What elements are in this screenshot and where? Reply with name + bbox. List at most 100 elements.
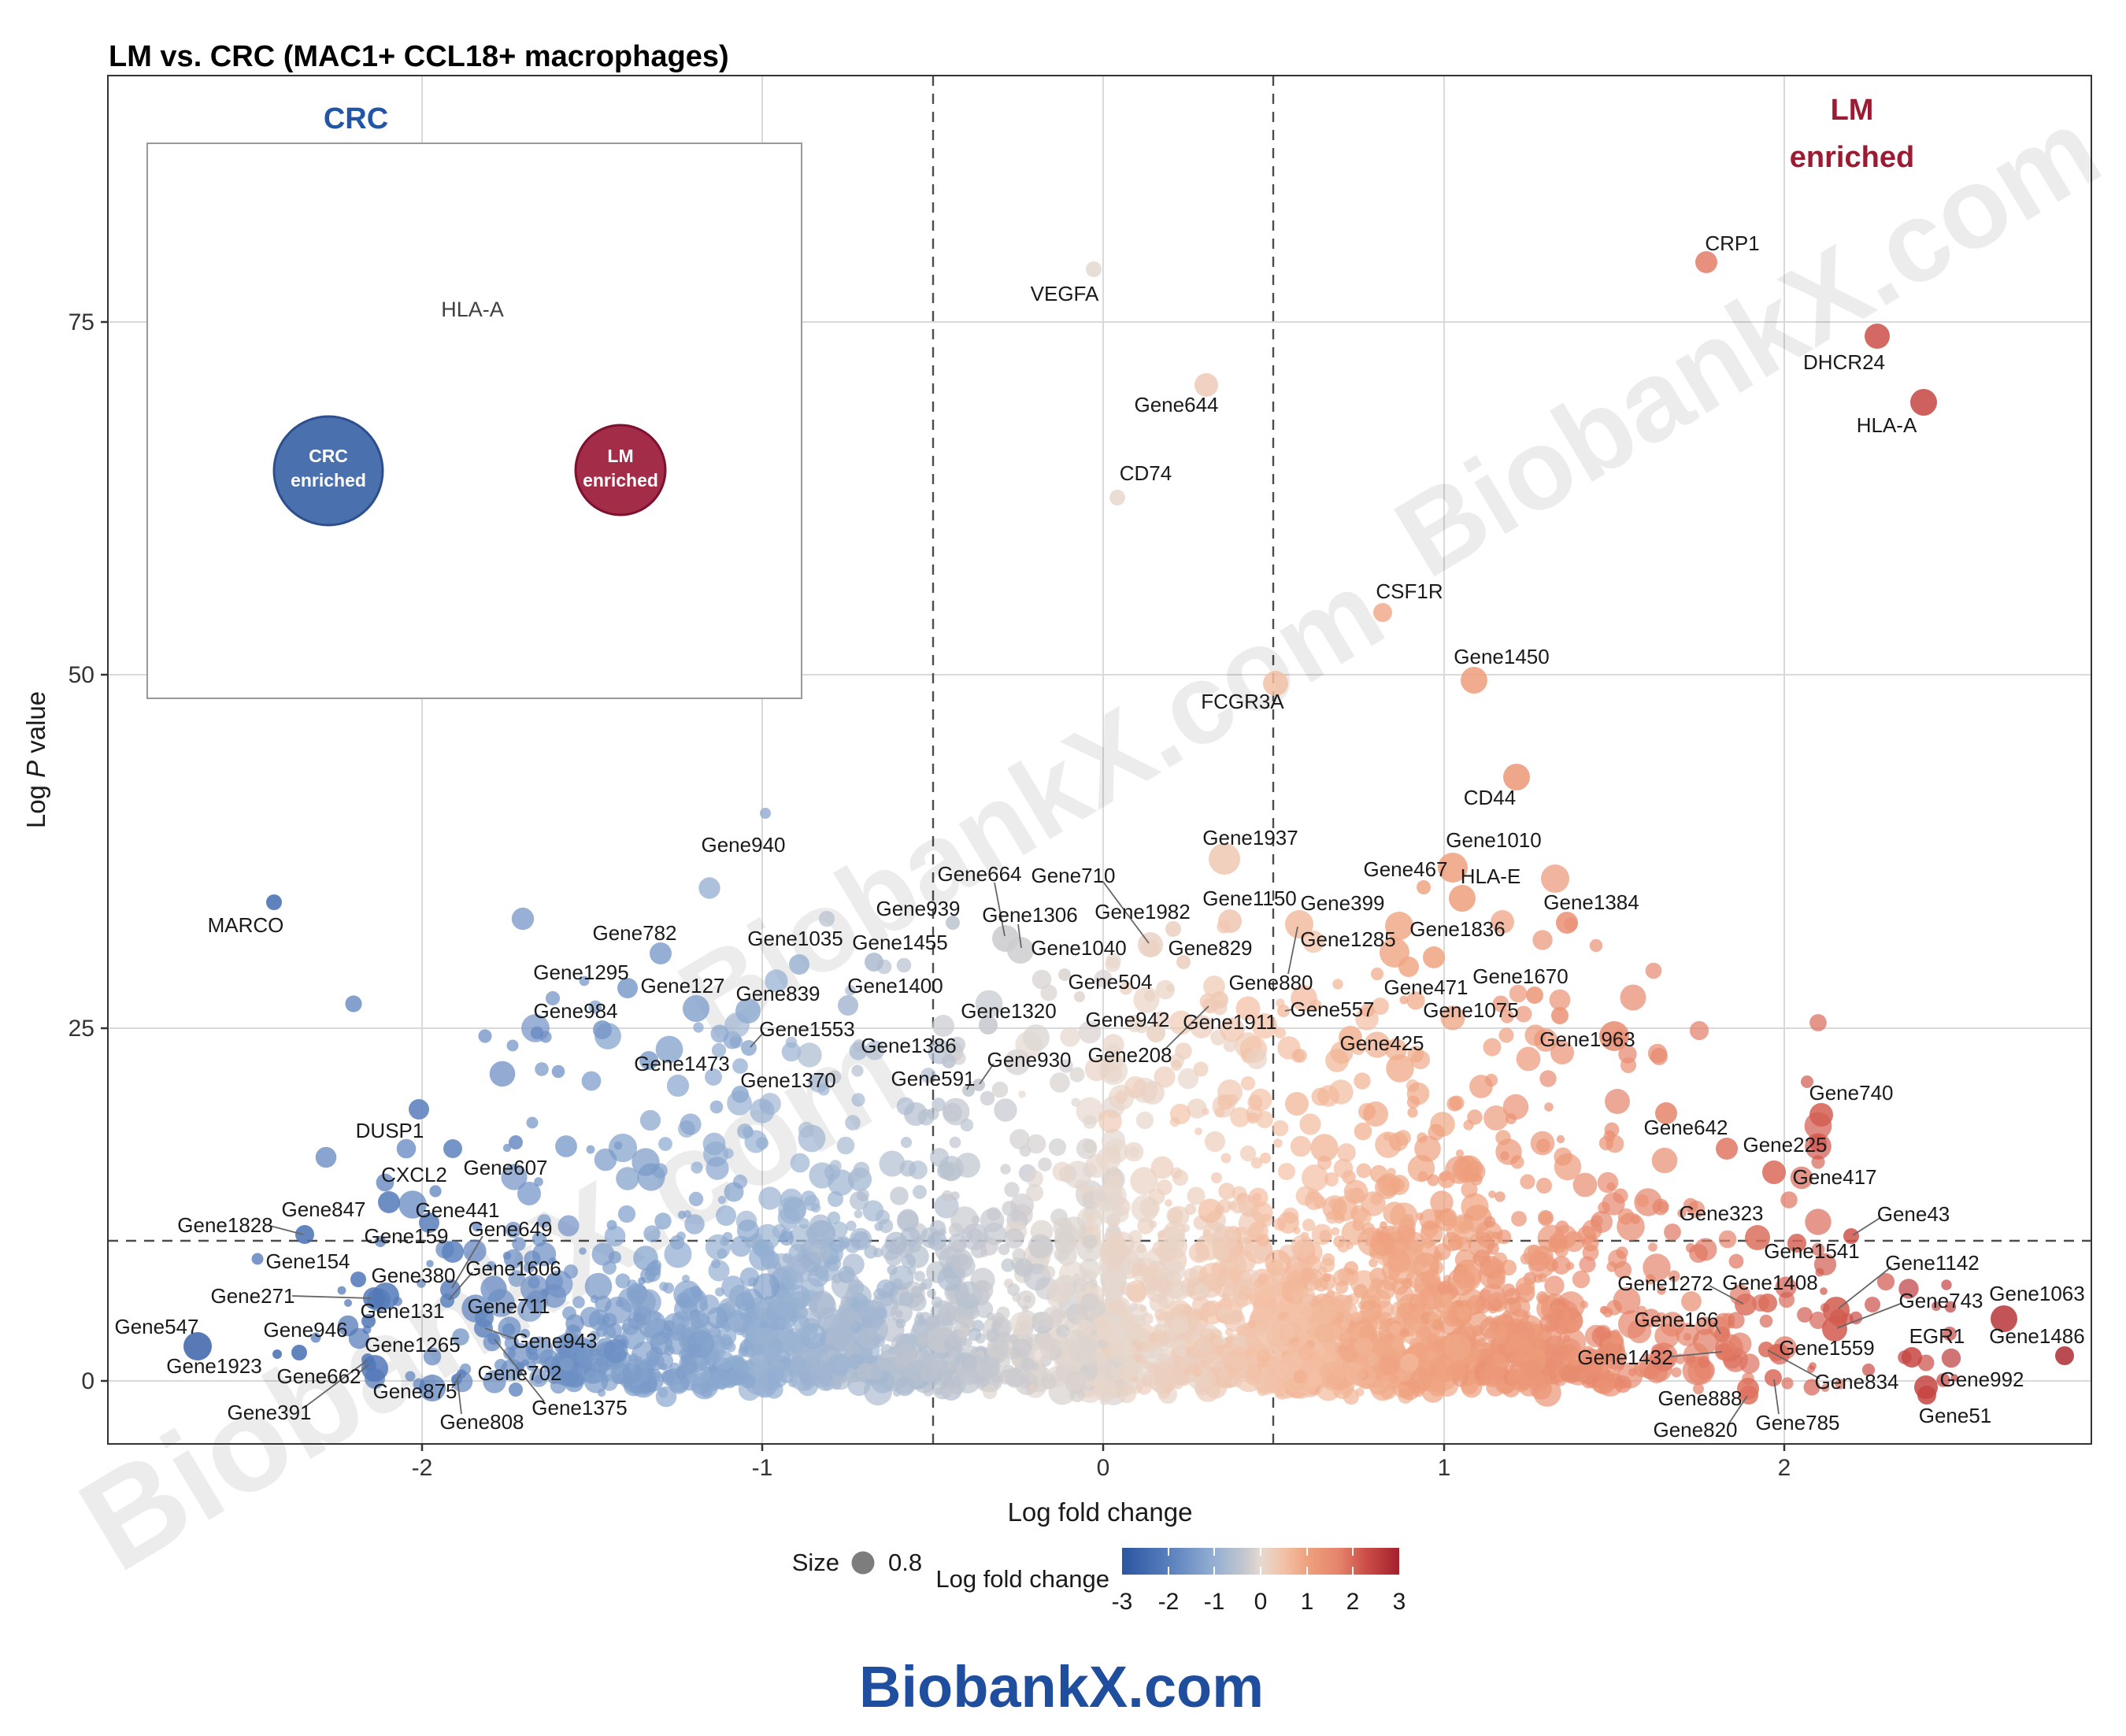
svg-text:0: 0 [81,1368,94,1394]
svg-text:LM vs. CRC (MAC1+ CCL18+ macro: LM vs. CRC (MAC1+ CCL18+ macrophages) [109,40,729,73]
svg-text:Gene642: Gene642 [1644,1116,1728,1139]
svg-text:Gene785: Gene785 [1756,1411,1840,1434]
svg-text:Gene1937: Gene1937 [1202,826,1298,849]
svg-text:Size: Size [792,1549,839,1576]
svg-text:Gene1455: Gene1455 [852,931,947,954]
svg-text:Gene942: Gene942 [1086,1008,1170,1031]
svg-text:EGR1: EGR1 [1909,1324,1965,1348]
svg-text:LM: LM [1831,94,1874,127]
svg-text:Gene504: Gene504 [1069,970,1153,994]
svg-text:-1: -1 [752,1455,773,1481]
svg-text:Gene711: Gene711 [467,1294,550,1318]
svg-text:Gene159: Gene159 [365,1224,449,1248]
svg-text:Log fold change: Log fold change [1008,1497,1193,1527]
svg-text:enriched: enriched [583,470,658,490]
svg-text:Gene820: Gene820 [1654,1418,1738,1442]
svg-text:Gene225: Gene225 [1743,1133,1828,1157]
svg-text:Gene607: Gene607 [464,1156,548,1179]
svg-text:Gene1450: Gene1450 [1454,645,1549,668]
svg-text:75: 75 [69,309,94,335]
svg-text:Gene425: Gene425 [1340,1031,1424,1055]
svg-text:LM: LM [607,446,633,466]
svg-text:FCGR3A: FCGR3A [1201,690,1284,713]
svg-text:Gene1400: Gene1400 [847,974,943,998]
svg-text:Gene1541: Gene1541 [1764,1239,1859,1263]
svg-text:Gene1982: Gene1982 [1094,900,1190,924]
svg-text:Gene1040: Gene1040 [1031,936,1126,960]
svg-text:Gene380: Gene380 [372,1264,456,1287]
svg-text:0: 0 [1097,1455,1110,1481]
svg-text:3: 3 [1393,1589,1406,1615]
svg-text:Gene992: Gene992 [1940,1368,2024,1391]
svg-text:-1: -1 [1204,1589,1225,1615]
svg-text:Gene930: Gene930 [987,1048,1072,1072]
svg-text:Gene1375: Gene1375 [532,1396,627,1420]
svg-text:Gene1386: Gene1386 [861,1034,956,1057]
svg-text:Gene127: Gene127 [641,974,725,998]
svg-text:enriched: enriched [291,470,366,490]
svg-text:DUSP1: DUSP1 [356,1119,424,1142]
svg-text:0.8: 0.8 [888,1549,922,1576]
svg-text:Gene702: Gene702 [478,1361,562,1385]
svg-text:1: 1 [1438,1455,1451,1481]
svg-text:Gene664: Gene664 [938,862,1022,886]
svg-text:Gene547: Gene547 [115,1315,199,1338]
svg-text:Gene946: Gene946 [264,1318,348,1342]
svg-text:Gene1911: Gene1911 [1183,1010,1277,1034]
svg-text:BiobankX.com: BiobankX.com [859,1654,1264,1719]
svg-text:Gene1836: Gene1836 [1409,917,1505,941]
svg-text:-3: -3 [1112,1589,1133,1615]
svg-text:Gene1142: Gene1142 [1885,1251,1980,1275]
svg-text:Gene1486: Gene1486 [1989,1324,2084,1348]
svg-text:Gene1923: Gene1923 [166,1354,261,1378]
svg-text:Gene839: Gene839 [736,982,820,1005]
svg-text:Gene943: Gene943 [513,1329,598,1353]
svg-text:CRP1: CRP1 [1705,231,1759,255]
svg-text:Gene154: Gene154 [266,1249,350,1273]
svg-text:Gene1408: Gene1408 [1722,1271,1817,1294]
svg-text:Gene880: Gene880 [1229,971,1313,994]
svg-text:Gene557: Gene557 [1291,998,1375,1021]
svg-text:Gene808: Gene808 [440,1410,524,1434]
svg-text:Log P value: Log P value [21,691,50,828]
svg-text:Gene1265: Gene1265 [365,1333,460,1357]
svg-text:Gene1559: Gene1559 [1779,1336,1874,1360]
svg-text:Gene471: Gene471 [1384,975,1469,999]
svg-text:Gene1473: Gene1473 [634,1052,729,1075]
svg-text:Gene467: Gene467 [1364,857,1448,881]
svg-text:Gene984: Gene984 [534,999,618,1023]
svg-text:Gene875: Gene875 [373,1379,457,1403]
svg-text:Gene940: Gene940 [702,833,786,857]
svg-text:Gene1828: Gene1828 [177,1213,272,1237]
svg-text:Gene1035: Gene1035 [747,927,843,950]
svg-text:Gene847: Gene847 [282,1197,366,1221]
svg-text:Gene649: Gene649 [469,1217,553,1241]
svg-text:HLA-A: HLA-A [441,298,504,321]
svg-text:Gene43: Gene43 [1877,1202,1950,1226]
svg-text:VEGFA: VEGFA [1031,282,1099,305]
svg-text:Gene1272: Gene1272 [1617,1271,1713,1295]
svg-text:25: 25 [69,1016,94,1042]
svg-text:Gene399: Gene399 [1301,891,1385,915]
svg-text:enriched: enriched [1790,141,1914,174]
svg-text:Gene888: Gene888 [1658,1386,1743,1410]
svg-text:Gene208: Gene208 [1088,1043,1172,1067]
svg-text:Gene1295: Gene1295 [533,961,628,984]
svg-text:CRC: CRC [309,446,348,466]
svg-text:-2: -2 [412,1455,433,1481]
svg-text:Gene591: Gene591 [891,1067,976,1090]
svg-text:Gene1432: Gene1432 [1577,1345,1672,1369]
svg-text:Gene131: Gene131 [361,1299,445,1323]
svg-text:Gene271: Gene271 [211,1284,295,1308]
svg-text:MARCO: MARCO [208,913,284,937]
svg-text:Gene1606: Gene1606 [465,1257,561,1280]
svg-text:Log fold change: Log fold change [935,1565,1109,1593]
svg-text:Gene782: Gene782 [593,921,677,945]
svg-text:2: 2 [1778,1455,1791,1481]
svg-text:DHCR24: DHCR24 [1803,350,1885,374]
svg-text:CD44: CD44 [1464,786,1516,809]
svg-text:1: 1 [1301,1589,1314,1615]
svg-text:Gene834: Gene834 [1815,1370,1899,1394]
svg-text:Gene1063: Gene1063 [1989,1282,2084,1305]
svg-text:CRC: CRC [324,102,388,135]
